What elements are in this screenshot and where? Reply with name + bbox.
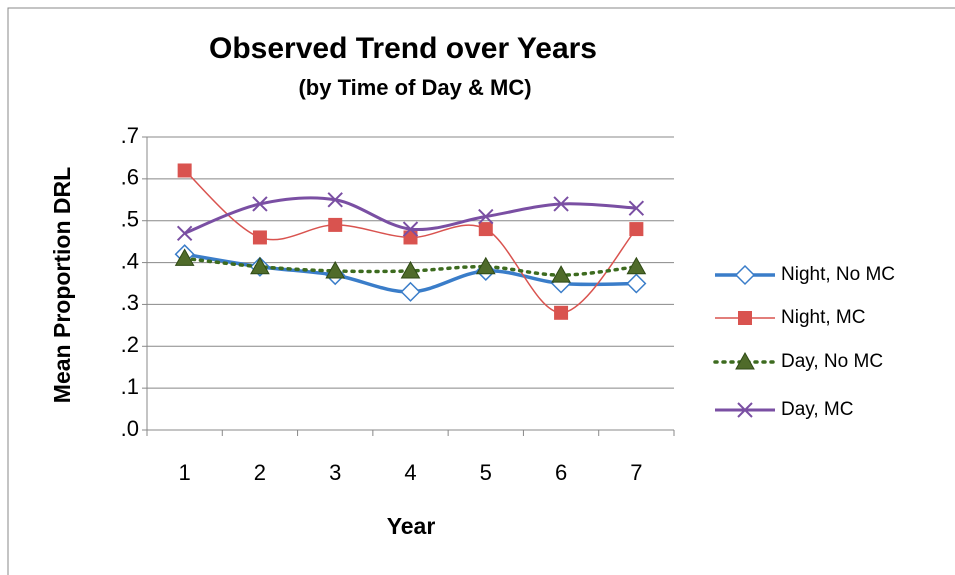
legend-label: Night, MC: [781, 307, 865, 328]
y-axis-label: Mean Proportion DRL: [49, 167, 75, 403]
x-tick-label: 3: [329, 460, 341, 485]
y-tick-label: .0: [121, 416, 139, 441]
x-tick-label: 6: [555, 460, 567, 485]
y-tick-label: .6: [121, 165, 139, 190]
data-point: [252, 196, 268, 212]
y-tick-label: .4: [121, 248, 139, 273]
x-axis-label: Year: [387, 513, 436, 539]
legend-label: Day, MC: [781, 399, 853, 420]
data-point: [553, 196, 569, 212]
legend-label: Night, No MC: [781, 264, 895, 285]
legend-entry: Day, MC: [715, 399, 853, 420]
data-point: [328, 217, 343, 232]
data-point: [400, 281, 421, 302]
y-tick-label: .5: [121, 207, 139, 232]
x-tick-label: 1: [179, 460, 191, 485]
legend-marker: [737, 402, 753, 418]
chart-subtitle: (by Time of Day & MC): [298, 75, 531, 100]
data-point: [626, 273, 647, 294]
data-point: [174, 248, 195, 266]
data-point: [176, 225, 193, 241]
data-point: [177, 163, 192, 178]
x-tick-label: 2: [254, 460, 266, 485]
data-point: [402, 221, 419, 237]
data-point: [252, 230, 267, 245]
data-point: [403, 230, 418, 245]
data-point: [327, 192, 343, 208]
y-tick-label: .3: [121, 290, 139, 315]
data-point: [400, 260, 421, 279]
legend-marker: [738, 311, 752, 325]
chart-title: Observed Trend over Years: [209, 32, 597, 65]
data-point: [629, 222, 644, 237]
y-tick-label: .7: [121, 123, 139, 148]
data-point: [628, 200, 645, 216]
legend-marker: [734, 264, 756, 286]
data-point: [551, 265, 571, 283]
y-tick-label: .1: [121, 374, 139, 399]
x-tick-label: 5: [480, 460, 492, 485]
legend-entry: Night, MC: [715, 307, 865, 328]
data-point: [325, 260, 346, 279]
y-tick-label: .2: [121, 332, 139, 357]
chart-frame: [7, 7, 955, 575]
x-tick-label: 7: [630, 460, 642, 485]
data-point: [250, 256, 270, 275]
data-point: [626, 256, 647, 275]
legend-marker: [735, 351, 755, 370]
data-point: [478, 222, 493, 237]
legend-label: Day, No MC: [781, 351, 883, 372]
legend-entry: Night, No MC: [715, 264, 895, 286]
data-point: [475, 256, 496, 275]
legend-entry: Day, No MC: [713, 351, 883, 372]
x-tick-label: 4: [404, 460, 416, 485]
data-point: [478, 208, 494, 225]
data-point: [554, 305, 569, 320]
